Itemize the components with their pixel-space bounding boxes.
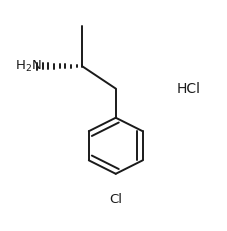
- Text: HCl: HCl: [177, 82, 201, 96]
- Text: Cl: Cl: [109, 193, 122, 206]
- Text: H$_2$N: H$_2$N: [15, 59, 42, 74]
